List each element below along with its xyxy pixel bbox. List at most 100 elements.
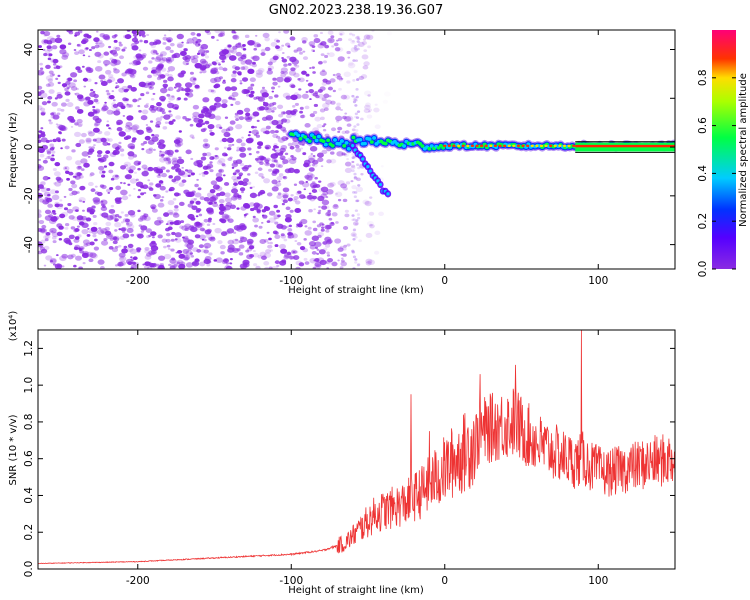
spectrogram-noise-blob <box>329 158 337 164</box>
spectrogram-noise-blob <box>104 131 111 136</box>
spectrogram-noise-blob <box>173 192 180 197</box>
spectrogram-noise-blob <box>241 191 244 194</box>
spectrogram-noise-blob <box>58 65 63 69</box>
spectrogram-noise-blob <box>118 215 122 219</box>
spectrogram-noise-blob <box>281 58 288 63</box>
spectrogram-noise-blob <box>232 238 240 245</box>
spectrogram-noise-blob <box>191 190 196 194</box>
spectrogram-noise-blob <box>347 62 356 69</box>
spectrogram-noise-blob <box>188 225 195 231</box>
spectrogram-signal-peak <box>314 138 319 143</box>
spectrogram-noise-blob <box>103 59 111 66</box>
spectrogram-noise-blob <box>228 55 237 61</box>
spectrogram-noise-blob <box>173 207 179 212</box>
spectrogram-noise-blob <box>276 194 283 200</box>
spectrogram-noise-blob <box>211 35 215 39</box>
spectrogram-noise-blob <box>190 172 195 176</box>
spectrogram-x-tick-label: -100 <box>279 275 303 287</box>
spectrogram-noise-blob <box>341 130 347 135</box>
spectrogram-noise-blob <box>48 53 53 57</box>
spectrogram-noise-blob <box>104 230 112 236</box>
spectrogram-noise-blob <box>346 158 350 161</box>
spectrogram-noise-blob <box>214 147 219 151</box>
spectrogram-noise-blob <box>99 33 106 38</box>
spectrogram-noise-blob <box>232 178 239 183</box>
spectrogram-noise-blob <box>214 83 221 88</box>
spectrogram-noise-blob <box>90 253 98 259</box>
spectrogram-noise-blob <box>331 212 338 217</box>
spectrogram-noise-blob <box>118 131 126 137</box>
spectrogram-noise-blob <box>219 218 225 223</box>
spectrogram-noise-blob <box>293 64 297 67</box>
spectrogram-noise-blob <box>49 37 57 43</box>
spectrogram-noise-blob <box>125 121 133 128</box>
spectrogram-noise-blob <box>215 257 223 263</box>
spectrogram-noise-blob <box>40 248 48 254</box>
spectrogram-noise-blob <box>330 35 335 39</box>
spectrogram-noise-blob <box>63 237 71 244</box>
spectrogram-noise-blob <box>155 70 162 76</box>
spectrogram-noise-blob <box>81 65 85 68</box>
spectrogram-noise-blob <box>248 245 255 250</box>
spectrogram-noise-blob <box>271 158 277 163</box>
spectrogram-noise-blob <box>45 255 53 261</box>
spectrogram-noise-blob <box>55 65 59 68</box>
spectrogram-noise-blob <box>355 116 360 119</box>
spectrogram-noise-blob <box>283 255 290 260</box>
spectrogram-signal-peak <box>367 137 372 141</box>
spectrogram-noise-blob <box>316 248 320 251</box>
spectrogram-noise-blob <box>128 62 132 65</box>
spectrogram-noise-blob <box>309 197 316 202</box>
spectrogram-noise-blob <box>300 147 303 150</box>
spectrogram-noise-blob <box>274 152 280 157</box>
spectrogram-noise-blob <box>360 173 364 176</box>
spectrogram-noise-blob <box>259 238 267 244</box>
spectrogram-noise-blob <box>249 202 255 207</box>
spectrogram-noise-blob <box>61 253 68 259</box>
spectrogram-noise-blob <box>164 121 169 124</box>
spectrogram-noise-blob <box>178 130 182 133</box>
spectrogram-noise-blob <box>337 180 345 186</box>
spectrogram-noise-blob <box>89 174 93 177</box>
spectrogram-noise-blob <box>256 43 262 48</box>
spectrogram-noise-blob <box>126 103 129 106</box>
spectrogram-noise-blob <box>308 89 315 94</box>
spectrogram-noise-blob <box>159 199 164 202</box>
spectrogram-noise-blob <box>128 104 133 108</box>
spectrogram-noise-blob <box>316 152 324 158</box>
spectrogram-noise-blob <box>70 86 78 91</box>
spectrogram-noise-blob <box>133 171 137 174</box>
spectrogram-noise-blob <box>249 114 256 119</box>
spectrogram-noise-blob <box>282 159 289 165</box>
spectrogram-noise-blob <box>184 255 191 260</box>
spectrogram-noise-blob <box>40 67 44 70</box>
spectrogram-noise-blob <box>326 254 331 257</box>
spectrogram-noise-blob <box>45 83 51 88</box>
spectrogram-noise-blob <box>292 140 300 147</box>
spectrogram-noise-blob <box>290 67 296 72</box>
spectrogram-noise-blob <box>118 228 122 231</box>
spectrogram-noise-blob <box>355 199 359 203</box>
spectrogram-noise-blob <box>105 150 111 155</box>
spectrogram-noise-blob <box>312 195 318 200</box>
spectrogram-noise-blob <box>263 238 269 243</box>
spectrogram-noise-blob <box>86 33 89 36</box>
spectrogram-noise-blob <box>267 242 270 244</box>
spectrogram-noise-blob <box>271 179 278 185</box>
spectrogram-noise-blob <box>369 224 375 229</box>
spectrogram-noise-blob <box>281 202 285 206</box>
spectrogram-noise-blob <box>149 104 155 109</box>
spectrogram-noise-blob <box>165 157 171 161</box>
spectrogram-noise-blob <box>148 250 156 256</box>
spectrogram-noise-blob <box>111 104 118 110</box>
spectrogram-noise-blob <box>286 251 292 256</box>
spectrogram-noise-blob <box>44 196 49 200</box>
spectrogram-noise-blob <box>174 205 179 209</box>
spectrogram-noise-blob <box>249 63 253 67</box>
spectrogram-noise-blob <box>96 191 103 197</box>
spectrogram-noise-blob <box>282 111 286 115</box>
spectrogram-noise-blob <box>308 208 313 213</box>
spectrogram-noise-blob <box>317 93 324 99</box>
spectrogram-noise-blob <box>210 89 215 93</box>
spectrogram-noise-blob <box>147 139 155 145</box>
